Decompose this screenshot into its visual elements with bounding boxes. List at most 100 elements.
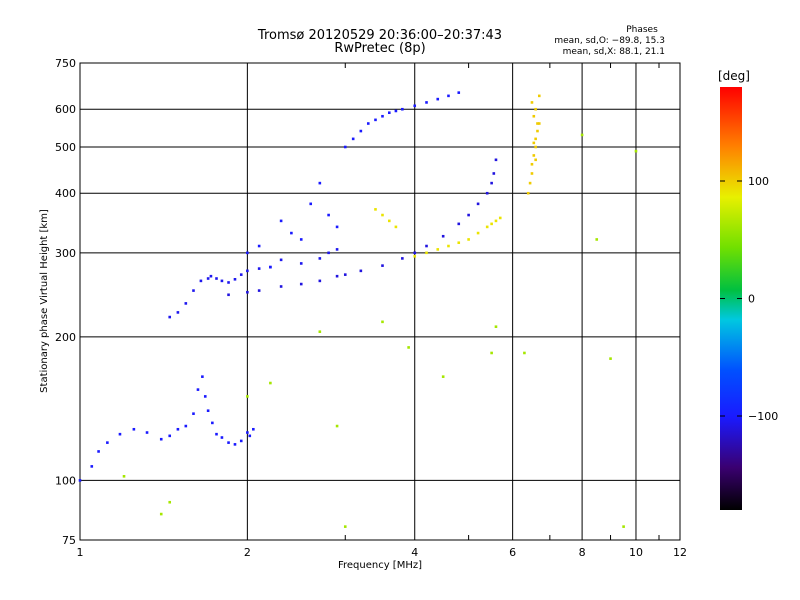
data-point bbox=[132, 427, 136, 431]
data-point bbox=[534, 145, 537, 149]
data-point bbox=[467, 238, 470, 241]
data-point bbox=[381, 114, 384, 118]
data-point bbox=[252, 427, 255, 431]
data-point bbox=[413, 251, 417, 255]
data-point bbox=[457, 222, 461, 226]
data-point bbox=[168, 315, 172, 319]
y-tick-label: 750 bbox=[55, 57, 76, 70]
data-point bbox=[201, 375, 204, 378]
data-point bbox=[387, 111, 391, 115]
x-tick-label: 10 bbox=[629, 546, 643, 559]
data-point bbox=[374, 208, 377, 211]
data-point bbox=[220, 279, 224, 283]
x-tick-label: 12 bbox=[673, 546, 687, 559]
data-point bbox=[526, 191, 530, 195]
data-point bbox=[299, 262, 303, 265]
data-point bbox=[257, 244, 261, 248]
x-axis-label: Frequency [MHz] bbox=[338, 560, 422, 571]
data-point bbox=[394, 225, 398, 229]
data-point bbox=[534, 137, 537, 141]
y-tick-label: 500 bbox=[55, 141, 76, 154]
data-point bbox=[203, 395, 207, 398]
data-point bbox=[176, 427, 180, 431]
x-tick-label: 6 bbox=[509, 546, 516, 559]
data-point bbox=[394, 109, 398, 113]
data-point bbox=[257, 267, 261, 270]
data-point bbox=[248, 434, 252, 438]
chart-subtitle: RwPretec (8p) bbox=[334, 41, 425, 56]
data-point bbox=[299, 238, 303, 241]
x-tick-label: 8 bbox=[579, 546, 586, 559]
grid-lines bbox=[80, 63, 680, 540]
colorbar-label: [deg] bbox=[718, 69, 750, 83]
data-point bbox=[622, 525, 625, 528]
y-tick-label: 300 bbox=[55, 247, 76, 260]
data-point bbox=[476, 231, 480, 235]
data-point bbox=[498, 216, 502, 220]
data-point bbox=[387, 219, 391, 223]
data-point bbox=[239, 439, 243, 443]
data-point bbox=[609, 357, 612, 360]
data-point bbox=[211, 421, 214, 425]
data-point bbox=[436, 248, 440, 251]
data-point bbox=[246, 290, 249, 294]
data-point bbox=[335, 274, 339, 278]
data-point bbox=[490, 351, 493, 355]
x-axis-ticks: 1 2 4 6 8 10 12 bbox=[77, 546, 688, 559]
colorbar-ticks: 100 0 −100 bbox=[720, 175, 778, 423]
data-point bbox=[122, 475, 126, 478]
data-point bbox=[220, 436, 224, 439]
data-point bbox=[494, 158, 498, 162]
chart-title: Tromsø 20120529 20:36:00–20:37:43 bbox=[257, 28, 502, 43]
data-point bbox=[407, 346, 410, 349]
data-point bbox=[97, 450, 100, 453]
data-point bbox=[494, 219, 498, 223]
phase-stats-x: mean, sd,X: 88.1, 21.1 bbox=[563, 47, 665, 57]
data-point bbox=[279, 285, 283, 288]
data-point bbox=[269, 381, 272, 385]
data-point bbox=[159, 512, 163, 516]
data-point bbox=[532, 114, 536, 118]
data-point bbox=[534, 107, 537, 111]
x-tick-label: 4 bbox=[411, 546, 418, 559]
data-point bbox=[343, 525, 347, 528]
data-point bbox=[457, 91, 461, 94]
colorbar-tick-label: −100 bbox=[748, 410, 778, 423]
y-tick-label: 600 bbox=[55, 103, 76, 116]
data-point bbox=[318, 181, 322, 185]
data-point bbox=[246, 431, 249, 434]
data-point bbox=[374, 118, 377, 122]
data-point bbox=[335, 225, 339, 229]
data-point bbox=[530, 172, 534, 175]
data-point bbox=[233, 443, 237, 446]
data-point bbox=[327, 251, 330, 255]
data-point bbox=[490, 222, 493, 226]
data-point bbox=[351, 137, 355, 141]
data-point bbox=[215, 277, 218, 280]
data-point bbox=[279, 219, 283, 223]
data-point bbox=[476, 202, 480, 206]
data-point bbox=[359, 269, 363, 273]
data-point bbox=[196, 388, 200, 391]
data-point bbox=[366, 122, 370, 125]
data-point bbox=[192, 289, 195, 292]
plot-frame bbox=[79, 62, 681, 541]
data-point bbox=[447, 94, 450, 98]
data-point bbox=[536, 129, 539, 133]
data-point bbox=[78, 479, 82, 482]
data-point bbox=[184, 424, 188, 428]
data-point bbox=[176, 311, 180, 314]
y-axis-ticks: 75 100 200 300 400 500 600 750 bbox=[55, 57, 76, 547]
data-point bbox=[381, 213, 384, 217]
data-point bbox=[401, 107, 404, 111]
y-tick-label: 400 bbox=[55, 187, 76, 200]
data-point bbox=[580, 133, 584, 137]
data-point bbox=[595, 238, 599, 241]
data-point bbox=[413, 104, 417, 108]
data-point bbox=[279, 258, 283, 262]
data-point bbox=[227, 441, 230, 444]
data-point bbox=[227, 293, 230, 297]
data-point bbox=[528, 181, 532, 185]
data-point bbox=[492, 172, 496, 175]
data-point bbox=[494, 325, 498, 329]
